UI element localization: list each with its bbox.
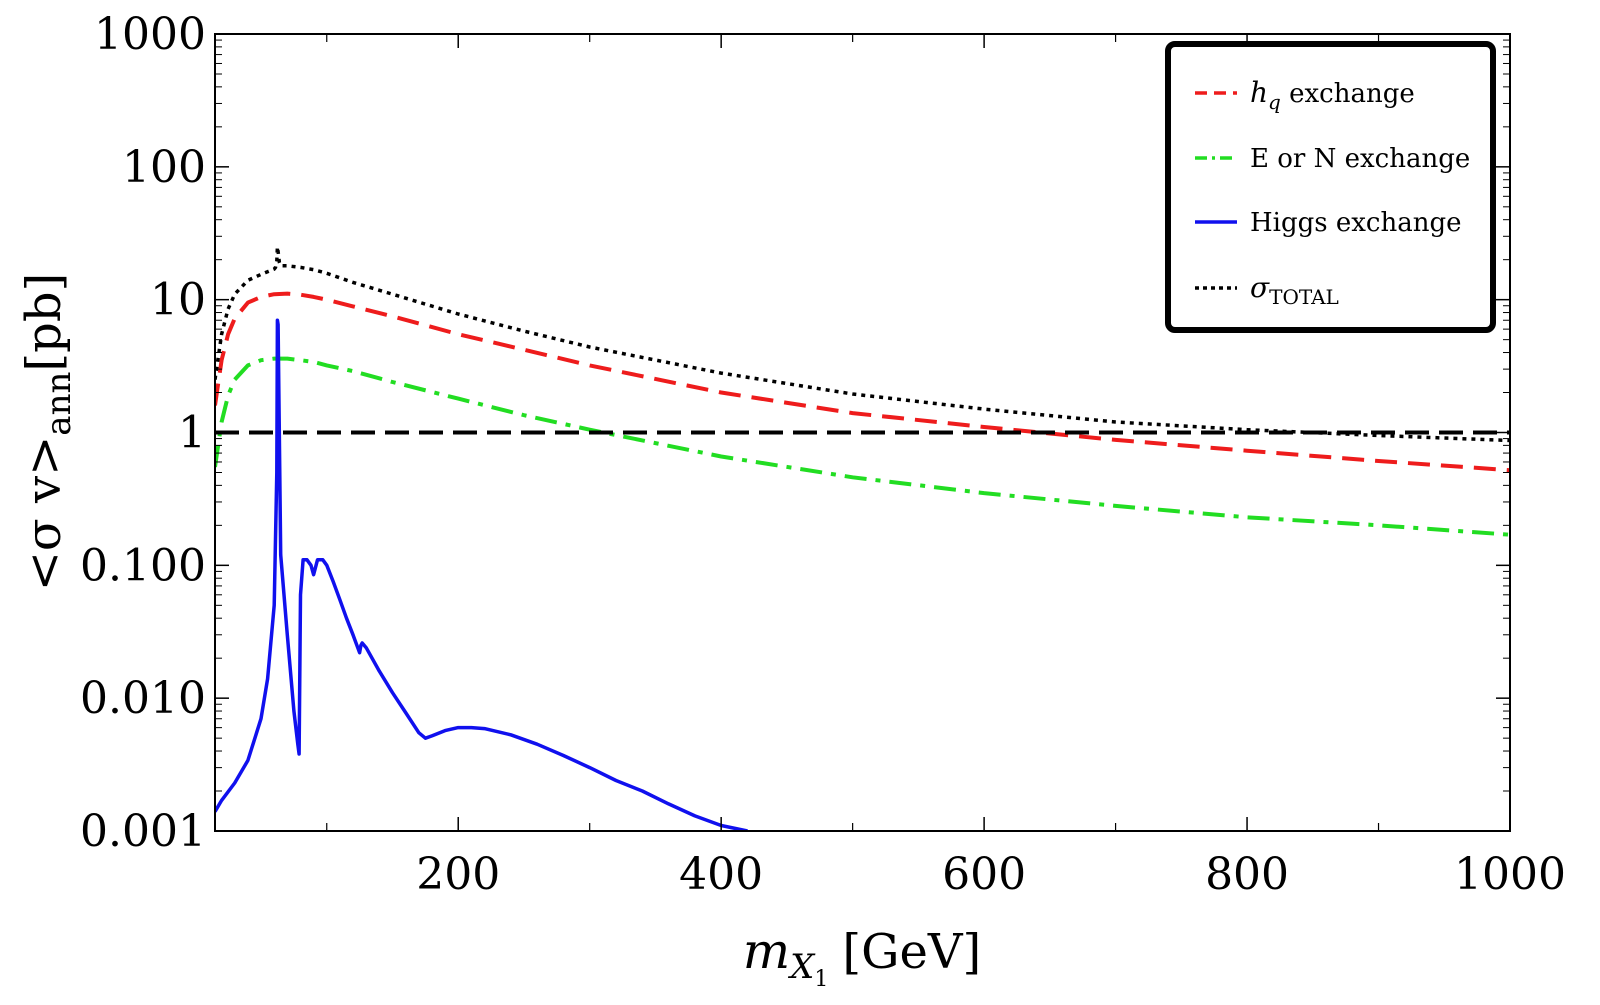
legend-label-en: E or N exchange <box>1250 144 1470 174</box>
y-tick-label-1: 0.010 <box>80 673 206 724</box>
legend-label-total: σTOTAL <box>1250 271 1339 309</box>
x-tick-label-3: 800 <box>1205 849 1289 900</box>
y-tick-label-5: 100 <box>122 142 206 193</box>
legend-label-hq: hq exchange <box>1250 76 1415 114</box>
x-tick-label-2: 600 <box>942 849 1026 900</box>
series-line-3 <box>215 245 1510 443</box>
series-line-0 <box>215 291 1510 473</box>
y-tick-label-4: 10 <box>150 275 206 326</box>
x-tick-label-1: 400 <box>679 849 763 900</box>
legend-box <box>1165 41 1496 333</box>
y-tick-label-6: 1000 <box>94 9 206 60</box>
x-tick-label-0: 200 <box>416 849 500 900</box>
y-tick-label-0: 0.001 <box>80 806 206 857</box>
legend: hq exchange E or N exchange Higgs exchan… <box>1165 41 1496 333</box>
series-line-2 <box>215 318 748 831</box>
x-tick-label-4: 1000 <box>1454 849 1566 900</box>
y-tick-label-2: 0.100 <box>80 540 206 591</box>
legend-label-higgs: Higgs exchange <box>1250 208 1462 238</box>
series-line-1 <box>215 356 1510 537</box>
y-tick-label-3: 1 <box>178 408 206 459</box>
y-axis-label: <σ v>ann[pb] <box>16 273 79 592</box>
x-axis-label: mX1 [GeV] <box>743 922 982 992</box>
series-layer <box>215 245 1510 831</box>
ticks-layer: 200 400 600 800 1000 0.001 0.010 0.100 1 10 100 100… <box>80 9 1566 900</box>
